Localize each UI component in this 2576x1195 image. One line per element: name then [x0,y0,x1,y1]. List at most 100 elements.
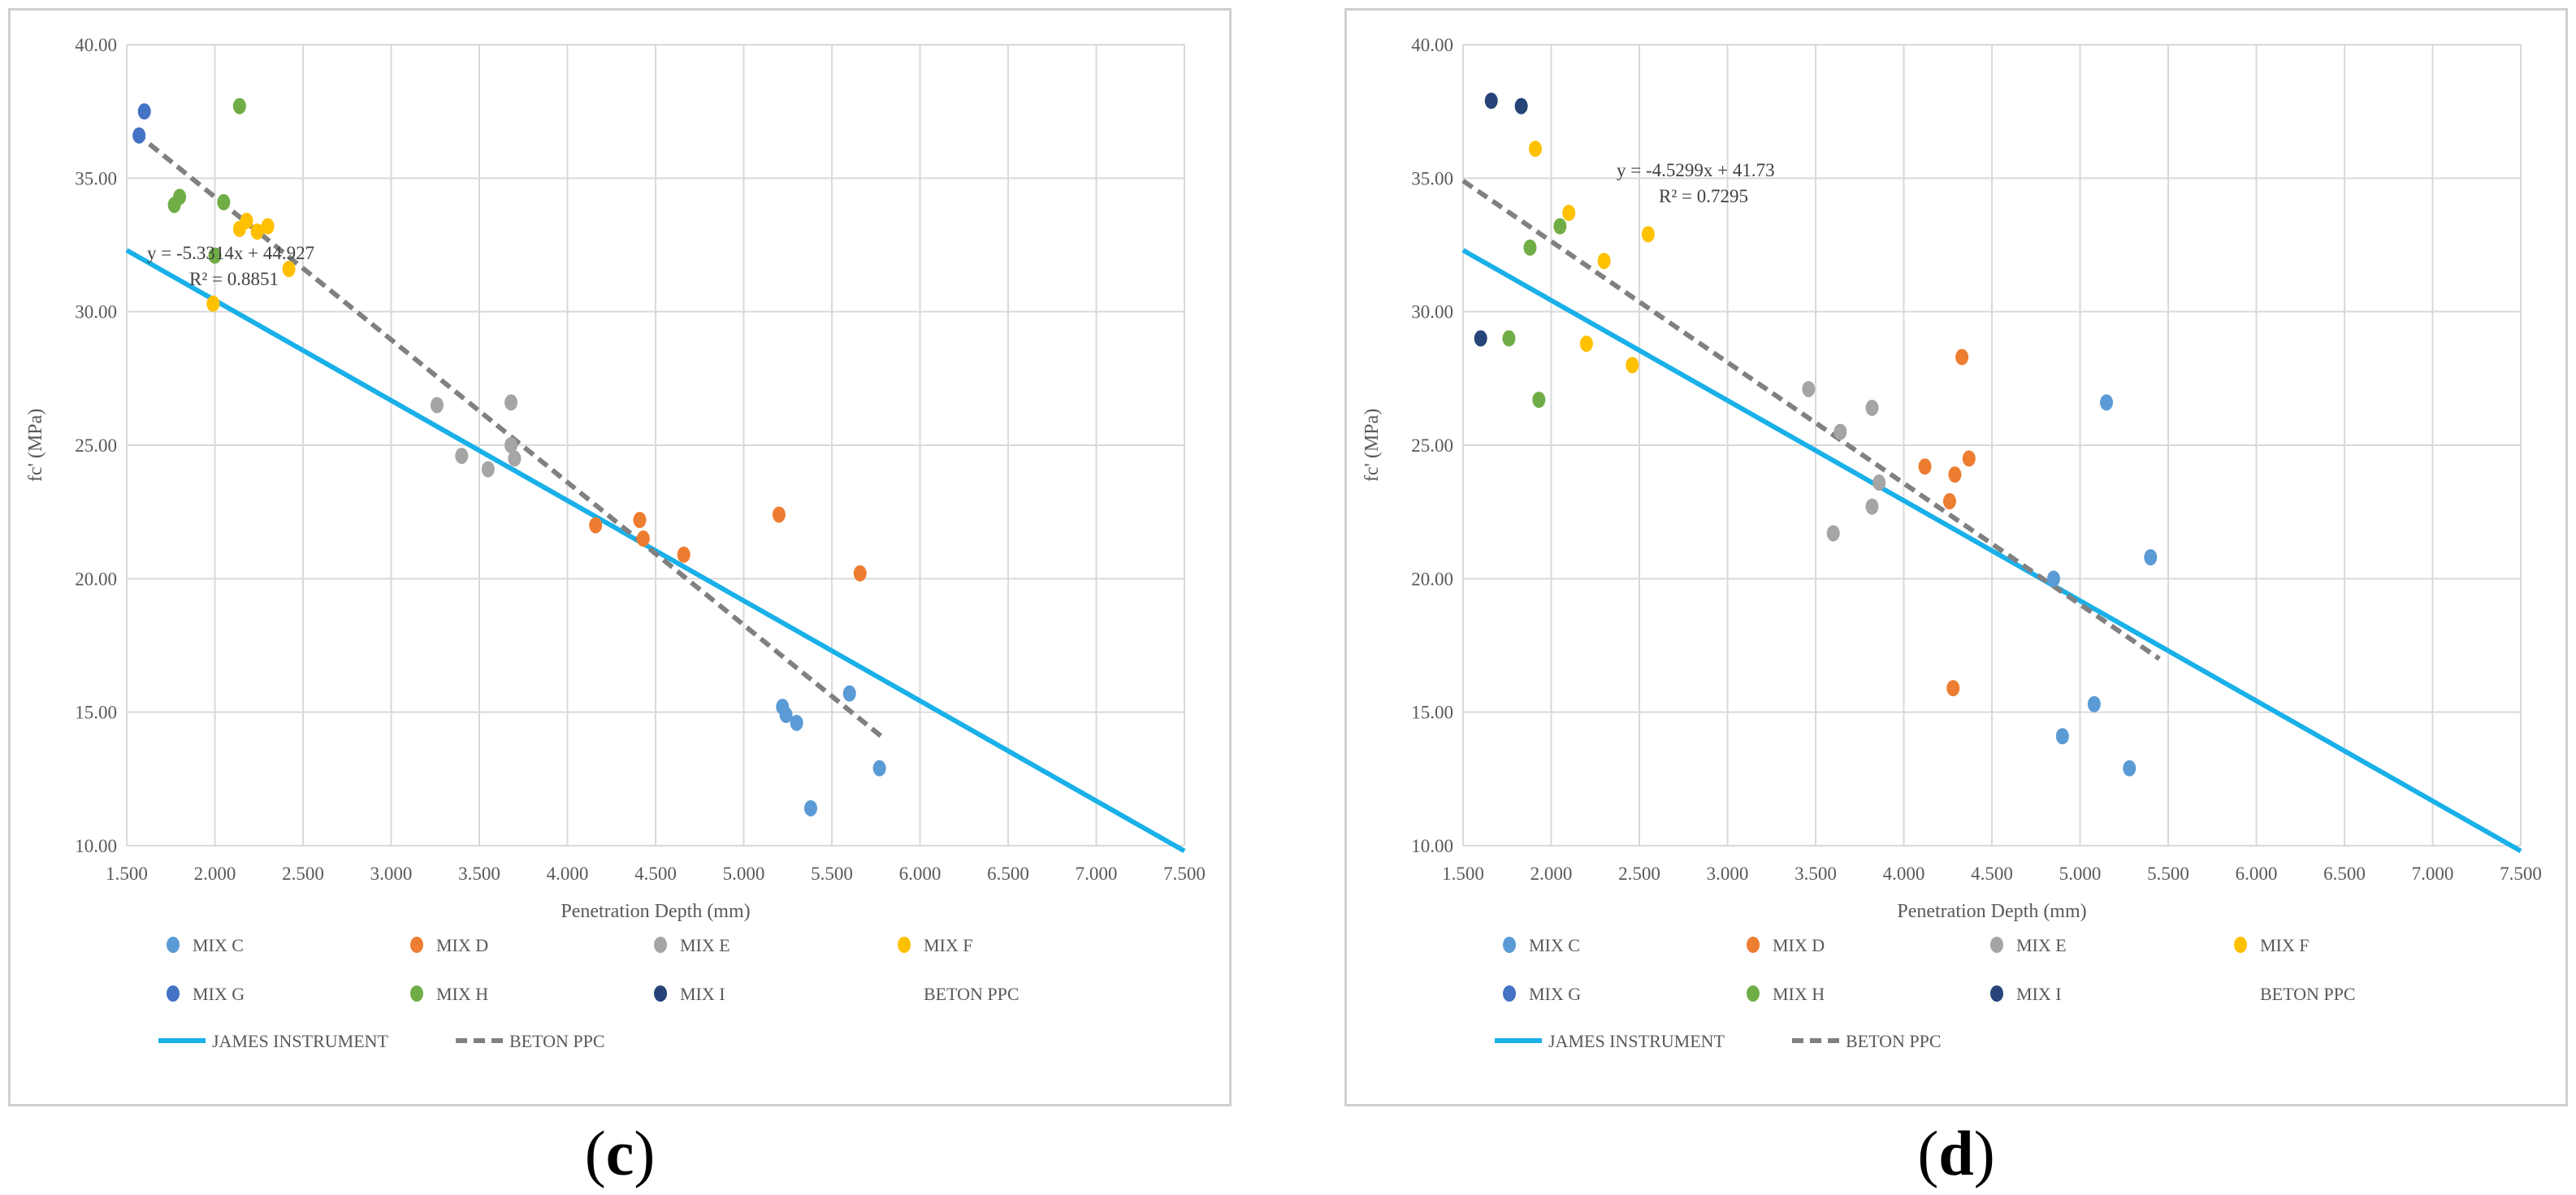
x-tick-label: 2.000 [194,864,236,884]
chart-d-svg: 1.500 2.000 2.500 3.000 3.500 4.000 4.500 5.000… [1362,35,2542,1051]
point-mix-c [2046,570,2060,587]
legend-label: MIX I [2016,984,2062,1004]
x-tick-label: 3.000 [370,864,413,884]
legend-label: MIX G [193,984,245,1004]
point-mix-c [803,799,817,816]
point-mix-h [1523,239,1537,256]
x-tick-label: 5.000 [723,864,765,884]
legend-marker [1503,985,1516,1002]
y-tick-label: 20.00 [75,569,117,589]
point-mix-e [1826,525,1840,542]
legend-label: MIX F [924,935,973,955]
legend-marker [167,985,180,1002]
point-mix-e [1865,498,1879,515]
point-mix-d [772,506,786,523]
point-mix-i [1484,93,1498,110]
y-tick-label: 25.00 [75,435,117,456]
x-tick-label: 7.500 [1163,864,1206,884]
legend-label: MIX I [680,984,725,1004]
point-mix-h [1553,218,1567,235]
x-tick-label: 4.000 [1883,864,1925,884]
point-mix-h [208,247,222,264]
point-mix-e [1872,474,1886,491]
point-mix-c [2055,728,2069,745]
point-mix-i [1514,97,1528,115]
x-tick-label: 2.500 [1618,864,1660,884]
point-mix-d [633,512,647,529]
x-tick-label: 3.000 [1707,864,1749,884]
point-mix-f [1641,226,1655,243]
x-tick-label: 6.000 [899,864,942,884]
trend-line-beton-ppc [1461,179,2161,661]
y-tick-label: 20.00 [1411,569,1453,589]
point-mix-d [636,530,650,548]
point-mix-d [1955,349,1969,366]
legend-marker [1747,937,1760,953]
regression-equation: y = -4.5299x + 41.73 [1617,160,1775,180]
x-axis-label: Penetration Depth (mm) [561,901,750,922]
point-mix-f [261,218,275,235]
y-tick-label: 40.00 [75,35,117,55]
x-tick-label: 5.500 [811,864,853,884]
point-mix-h [217,193,231,210]
point-mix-c [2087,695,2101,712]
y-tick-label: 15.00 [1411,703,1453,723]
x-tick-label: 1.500 [106,864,148,884]
x-tick-label: 3.500 [458,864,500,884]
legend-label: BETON PPC [924,984,1020,1004]
y-tick-label: 15.00 [75,703,117,723]
legend-label: JAMES INSTRUMENT [212,1031,389,1051]
point-mix-e [430,396,444,413]
x-tick-label: 5.500 [2147,864,2189,884]
x-tick-label: 6.500 [987,864,1029,884]
chart-c-svg: 1.500 2.000 2.500 3.000 3.500 4.000 4.500 5.000… [25,35,1206,1051]
caption-c-letter: c [605,1118,634,1189]
legend-label: MIX C [193,935,244,955]
legend-label: MIX E [2016,935,2067,955]
legend-label: BETON PPC [1846,1031,1942,1051]
point-mix-d [1962,450,1976,467]
legend-marker [1503,937,1516,953]
caption-c: (c) [584,1118,656,1189]
y-tick-label: 10.00 [75,836,117,856]
point-mix-c [2123,760,2137,777]
point-mix-g [132,127,146,144]
regression-equation: y = -5.3314x + 44.927 [147,243,314,263]
x-tick-label: 6.000 [2236,864,2278,884]
y-axis-label: fc' (MPa) [1362,409,1383,482]
y-tick-label: 40.00 [1411,35,1453,55]
x-tick-label: 6.500 [2323,864,2366,884]
chart-panel-d: 1.500 2.000 2.500 3.000 3.500 4.000 4.500 5.000… [1344,8,2568,1106]
point-mix-f [1579,336,1593,353]
x-tick-label: 4.500 [1971,864,2013,884]
legend-label: MIX H [436,984,488,1004]
point-mix-c [790,714,803,731]
point-mix-d [1946,680,1960,697]
point-mix-h [1532,392,1546,409]
point-mix-e [455,448,469,465]
point-mix-c [842,685,856,702]
point-mix-e [504,437,518,453]
x-tick-label: 3.500 [1795,864,1837,884]
point-mix-d [1918,458,1932,475]
r-squared-label: R² = 0.7295 [1659,186,1748,206]
r-squared-label: R² = 0.8851 [189,269,279,289]
x-tick-label: 5.000 [2059,864,2102,884]
point-mix-e [1802,380,1816,397]
legend-marker [1747,985,1760,1002]
point-mix-e [1834,423,1847,440]
point-mix-d [853,565,867,582]
point-mix-i [1474,330,1487,347]
y-tick-label: 35.00 [1411,168,1453,188]
y-tick-label: 30.00 [75,302,117,323]
y-tick-label: 35.00 [75,168,117,188]
legend-label: MIX G [1529,984,1581,1004]
legend-label: BETON PPC [2260,984,2356,1004]
x-tick-label: 4.000 [547,864,589,884]
point-mix-e [504,394,518,411]
caption-d-letter: d [1938,1118,1974,1189]
legend-marker [898,937,911,953]
legend-marker [2234,937,2247,953]
x-tick-label: 2.500 [282,864,324,884]
legend-label: MIX H [1773,984,1825,1004]
